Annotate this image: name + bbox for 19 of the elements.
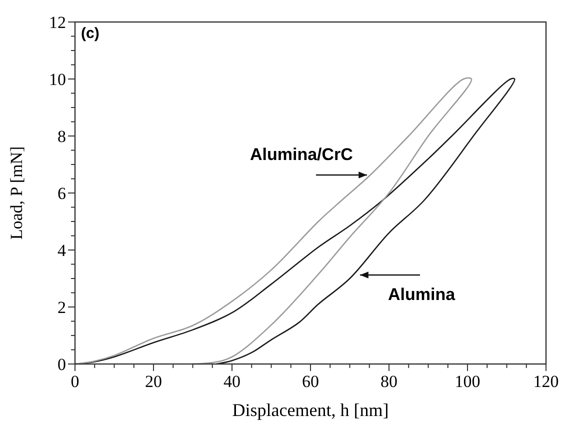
y-tick-label: 8 (58, 127, 66, 146)
x-tick-label: 80 (380, 372, 398, 391)
y-axis-title: Load, P [mN] (7, 146, 26, 240)
y-tick-label: 10 (49, 70, 66, 89)
annotation: (c) (81, 25, 100, 42)
x-tick-label: 60 (302, 372, 319, 391)
x-tick-label: 20 (145, 372, 162, 391)
annotation: Alumina/CrC (250, 145, 353, 164)
y-tick-label: 2 (58, 298, 66, 317)
x-axis-title: Displacement, h [nm] (232, 400, 389, 420)
y-tick-label: 4 (58, 241, 66, 260)
x-tick-label: 120 (533, 372, 559, 391)
x-tick-label: 40 (224, 372, 240, 391)
y-tick-label: 6 (58, 184, 66, 203)
x-tick-label: 0 (70, 372, 80, 391)
y-tick-label: 12 (49, 13, 66, 32)
x-tick-label: 100 (454, 372, 480, 391)
y-tick-label: 0 (58, 355, 66, 374)
annotation: Alumina (388, 285, 456, 304)
